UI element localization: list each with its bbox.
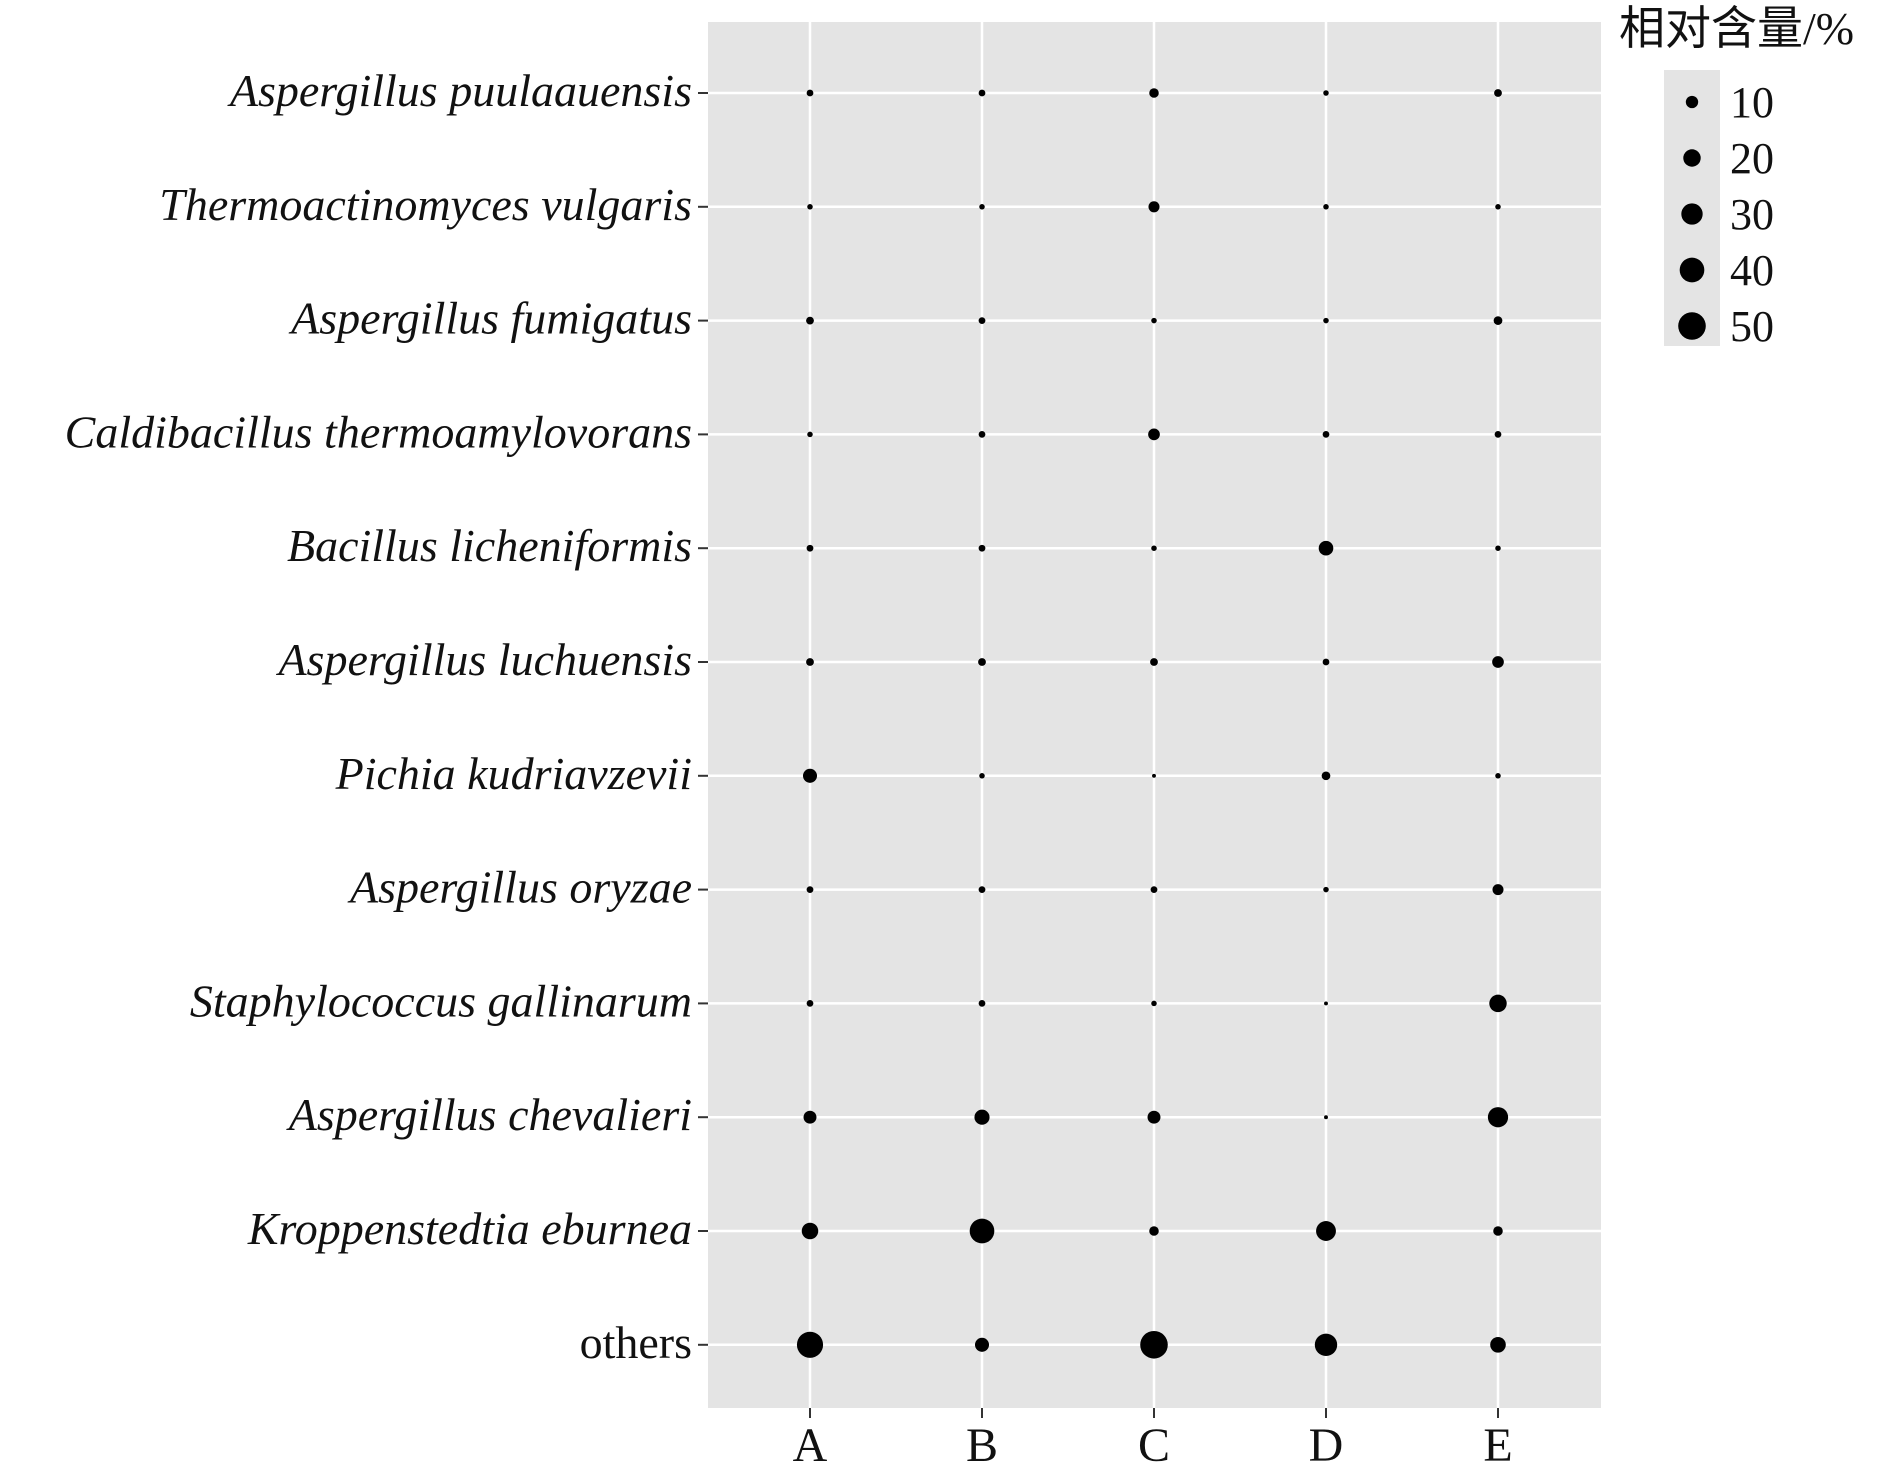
axis-layer: Aspergillus puulaauensis Thermoactinomyce… — [65, 65, 1513, 1471]
dot-B-9 — [978, 1000, 986, 1007]
dot-E-4 — [1494, 431, 1502, 438]
dot-D-10 — [1324, 1115, 1328, 1120]
dot-E-3 — [1493, 316, 1503, 325]
dot-C-1 — [1149, 88, 1159, 98]
y-tick-label: others — [580, 1317, 692, 1368]
y-tick-label: Kroppenstedtia eburnea — [247, 1203, 692, 1254]
dot-A-11 — [801, 1222, 819, 1240]
dot-B-4 — [978, 431, 986, 438]
y-tick-label: Aspergillus puulaauensis — [227, 65, 692, 116]
dot-A-4 — [807, 431, 813, 438]
dot-D-4 — [1322, 431, 1330, 438]
dot-A-6 — [806, 658, 814, 666]
dot-C-6 — [1150, 658, 1158, 666]
dot-B-5 — [978, 544, 986, 552]
dot-A-12 — [796, 1331, 824, 1358]
dot-B-6 — [978, 658, 986, 666]
y-tick-label: Pichia kudriavzevii — [335, 748, 692, 799]
dot-layer — [796, 88, 1509, 1359]
dot-E-10 — [1487, 1107, 1509, 1128]
dot-C-9 — [1151, 1000, 1157, 1007]
dot-D-6 — [1322, 658, 1330, 666]
dot-C-12 — [1140, 1331, 1168, 1359]
y-tick-label: Aspergillus chevalieri — [286, 1089, 692, 1140]
dot-D-12 — [1314, 1333, 1338, 1357]
legend-key-dot — [1681, 203, 1703, 225]
y-tick-label: Aspergillus fumigatus — [288, 293, 692, 344]
dot-E-5 — [1495, 545, 1501, 551]
dot-D-11 — [1316, 1221, 1336, 1241]
dot-C-4 — [1148, 428, 1160, 441]
y-tick-label: Caldibacillus thermoamylovorans — [65, 406, 692, 457]
dot-E-7 — [1495, 773, 1501, 779]
legend-key-dot — [1678, 312, 1706, 340]
dot-C-8 — [1150, 886, 1158, 893]
x-tick-label: C — [1138, 1419, 1170, 1466]
legend: 相对含量/% 10 20 30 40 50 — [1619, 3, 1854, 351]
x-tick-label: E — [1483, 1419, 1512, 1466]
dot-C-10 — [1147, 1110, 1161, 1124]
x-tick-label: B — [966, 1419, 998, 1466]
y-tick-label: Aspergillus oryzae — [347, 862, 692, 913]
dot-C-2 — [1148, 201, 1160, 213]
dot-B-1 — [978, 89, 986, 97]
dot-E-9 — [1489, 994, 1507, 1013]
legend-title: 相对含量/% — [1619, 3, 1854, 54]
legend-items: 10 20 30 40 50 — [1678, 78, 1774, 351]
dot-A-10 — [803, 1110, 817, 1124]
dot-B-11 — [969, 1218, 995, 1244]
dot-D-1 — [1323, 90, 1329, 96]
legend-key-label: 10 — [1730, 78, 1774, 127]
legend-key-label: 40 — [1730, 246, 1774, 295]
dot-A-8 — [806, 886, 814, 893]
dot-C-7 — [1152, 773, 1156, 778]
dot-A-7 — [802, 768, 818, 783]
legend-key-label: 30 — [1730, 190, 1774, 239]
dot-D-3 — [1323, 317, 1329, 324]
dot-E-2 — [1495, 204, 1501, 210]
y-tick-label: Aspergillus luchuensis — [275, 634, 692, 685]
y-tick-label: Bacillus licheniformis — [287, 520, 692, 571]
dot-A-5 — [806, 544, 814, 552]
dot-D-8 — [1323, 886, 1329, 893]
legend-key-label: 20 — [1730, 134, 1774, 183]
dot-D-9 — [1324, 1001, 1328, 1006]
dot-C-3 — [1151, 317, 1157, 324]
y-tick-label: Thermoactinomyces vulgaris — [159, 179, 692, 230]
dot-D-5 — [1318, 540, 1334, 556]
dot-B-8 — [978, 886, 986, 893]
dot-E-6 — [1492, 656, 1504, 668]
dot-D-7 — [1321, 771, 1331, 781]
legend-key-dot — [1679, 257, 1705, 283]
dot-A-2 — [807, 204, 813, 210]
y-tick-label: Staphylococcus gallinarum — [190, 975, 692, 1026]
x-tick-label: D — [1309, 1419, 1344, 1466]
legend-key-dot — [1683, 149, 1701, 167]
dot-C-11 — [1149, 1226, 1159, 1236]
dot-E-11 — [1493, 1226, 1503, 1236]
dot-E-1 — [1494, 89, 1502, 97]
dot-E-12 — [1490, 1337, 1506, 1353]
dot-B-12 — [974, 1337, 990, 1352]
dot-A-3 — [806, 316, 814, 325]
dot-D-2 — [1323, 204, 1329, 210]
dot-B-10 — [974, 1109, 990, 1125]
dot-B-3 — [978, 317, 986, 324]
dot-A-1 — [806, 89, 814, 97]
dot-B-7 — [979, 773, 985, 779]
dot-A-9 — [806, 1000, 814, 1007]
dot-C-5 — [1151, 545, 1157, 551]
dot-E-8 — [1492, 884, 1504, 896]
x-tick-label: A — [793, 1419, 828, 1466]
legend-key-dot — [1685, 95, 1699, 109]
legend-key-label: 50 — [1730, 302, 1774, 351]
dot-B-2 — [979, 204, 985, 210]
